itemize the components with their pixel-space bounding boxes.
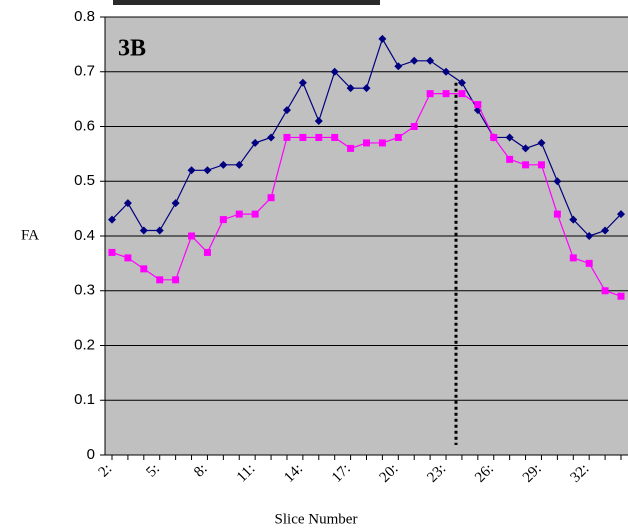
data-point: [109, 249, 116, 256]
y-tick-label: 0: [87, 446, 95, 463]
x-tick-label: 17:: [329, 461, 354, 486]
data-point: [379, 139, 386, 146]
data-point: [236, 211, 243, 218]
image-strip: [113, 0, 380, 5]
panel-label: 3B: [118, 36, 146, 62]
data-point: [443, 90, 450, 97]
data-point: [586, 260, 593, 267]
x-tick-label: 29:: [520, 461, 545, 486]
data-point: [458, 90, 465, 97]
x-tick-label: 11:: [234, 461, 258, 485]
y-tick-label: 0.5: [74, 172, 95, 189]
y-tick-label: 0.3: [74, 282, 95, 299]
data-point: [602, 287, 609, 294]
data-point: [220, 216, 227, 223]
y-tick-label: 0.4: [74, 227, 95, 244]
x-tick-label: 2:: [96, 461, 116, 481]
data-point: [204, 249, 211, 256]
y-axis-label: FA: [21, 227, 39, 243]
data-point: [140, 265, 147, 272]
data-point: [570, 254, 577, 261]
data-point: [156, 276, 163, 283]
data-point: [299, 134, 306, 141]
data-point: [363, 139, 370, 146]
page: {"chart_data": {"type": "line", "annotat…: [0, 0, 628, 529]
y-tick-label: 0.6: [74, 117, 95, 134]
data-point: [172, 276, 179, 283]
y-tick-label: 0.2: [74, 336, 95, 353]
chart: 0 0.1 0.2 0.3 0.4 0.5 0.6 0.7 0.8 2: 5: 8: 11: 14: 17:…: [0, 0, 628, 529]
data-point: [331, 134, 338, 141]
x-tick-label: 32:: [568, 461, 593, 486]
data-point: [474, 101, 481, 108]
plot-area: 0 0.1 0.2 0.3 0.4 0.5 0.6 0.7 0.8 2: 5: 8: 11: 14: 17:…: [74, 8, 628, 486]
data-point: [522, 161, 529, 168]
y-tick-label: 0.8: [74, 8, 95, 25]
data-point: [427, 90, 434, 97]
data-point: [252, 211, 259, 218]
x-axis-label: Slice Number: [275, 511, 358, 527]
data-point: [618, 293, 625, 300]
y-tick-label: 0.1: [74, 391, 95, 408]
x-tick-label: 20:: [377, 461, 402, 486]
data-point: [395, 134, 402, 141]
x-tick-label: 5:: [143, 461, 163, 481]
y-tick-label: 0.7: [74, 63, 95, 80]
data-point: [347, 145, 354, 152]
data-point: [268, 194, 275, 201]
data-point: [188, 233, 195, 240]
data-point: [124, 254, 131, 261]
data-point: [283, 134, 290, 141]
data-point: [411, 123, 418, 130]
data-point: [506, 156, 513, 163]
data-point: [538, 161, 545, 168]
x-tick-label: 14:: [281, 461, 306, 486]
data-point: [554, 211, 561, 218]
x-tick-label: 26:: [472, 461, 497, 486]
x-tick-label: 23:: [424, 461, 449, 486]
x-tick-label: 8:: [191, 461, 211, 481]
data-point: [315, 134, 322, 141]
data-point: [490, 134, 497, 141]
